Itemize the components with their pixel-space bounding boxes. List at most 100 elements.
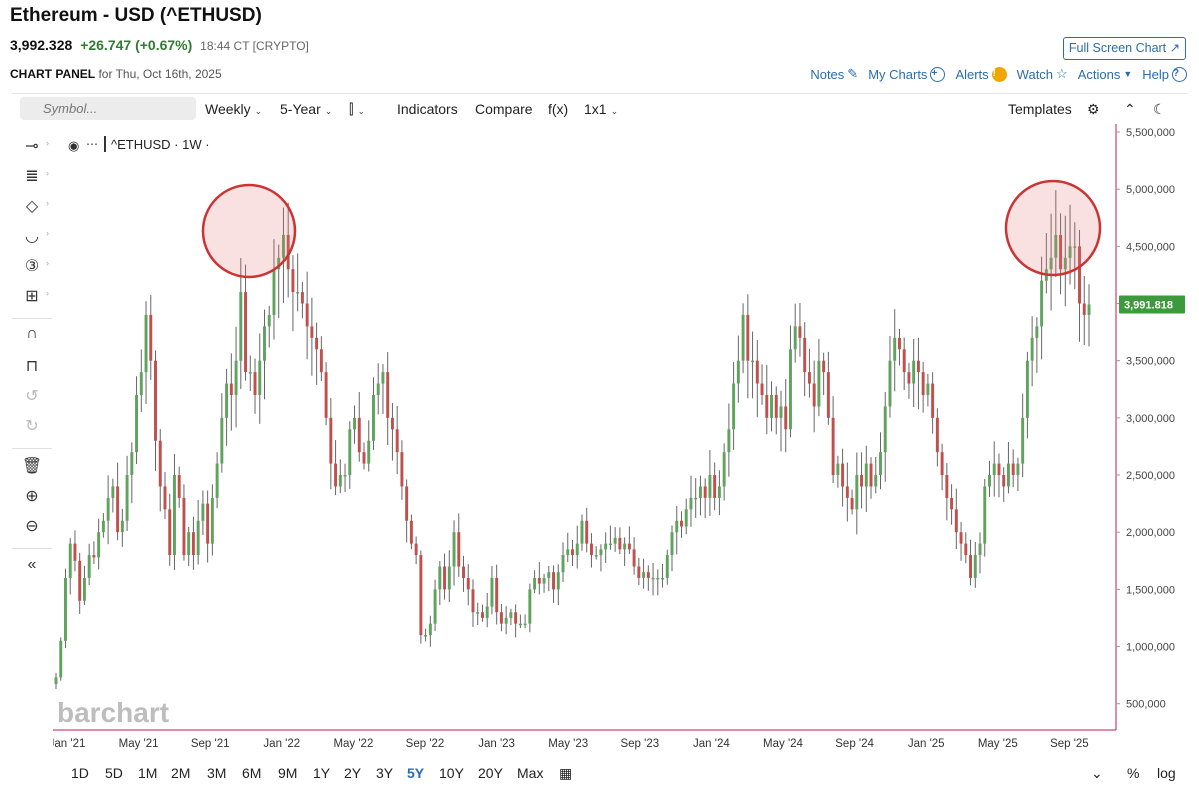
chart-toolbar: ⌕ Weekly⌄ 5-Year⌄ ⫿⌄ Indicators Compare … — [12, 93, 1187, 123]
candle-body — [177, 475, 181, 498]
price-chart[interactable]: 500,000 1,000,000 1,500,000 2,000,000 2,500,… — [53, 124, 1187, 758]
full-screen-chart-button[interactable]: Full Screen Chart ↗ — [1063, 37, 1186, 60]
candle-body — [457, 532, 461, 567]
unlock-icon[interactable]: ⊓ — [25, 358, 39, 375]
my-charts-button[interactable]: My Charts + — [868, 66, 946, 82]
range-1d[interactable]: 1D — [71, 765, 89, 781]
candle-body — [926, 383, 930, 395]
collapse-left-icon[interactable]: « — [27, 556, 37, 573]
log-toggle[interactable]: log — [1157, 765, 1176, 781]
candle-body — [680, 520, 683, 527]
layout-dropdown[interactable]: 1x1 ⌄ — [584, 101, 618, 117]
candle-body — [580, 520, 584, 544]
range-6m[interactable]: 6M — [242, 765, 262, 781]
range-3y[interactable]: 3Y — [376, 765, 394, 781]
range-2y[interactable]: 2Y — [344, 765, 362, 781]
candle-body — [907, 372, 911, 384]
more-icon[interactable]: ⋯ — [86, 137, 98, 151]
candle-body — [879, 452, 882, 476]
range-9m[interactable]: 9M — [278, 765, 298, 781]
expand-icon[interactable]: ⌄ — [1091, 765, 1103, 781]
candle-body — [803, 337, 807, 373]
y-tick-label: 1,000,000 — [1126, 642, 1175, 654]
counter-tool-icon[interactable]: ③ › — [24, 258, 49, 275]
candle-body — [841, 463, 845, 487]
candle-body — [286, 234, 290, 270]
candle-body — [608, 543, 612, 546]
zoom-in-icon[interactable]: ⊕ — [25, 488, 39, 505]
range-1m[interactable]: 1M — [138, 765, 158, 781]
candle-body — [229, 383, 233, 395]
divider — [12, 548, 52, 549]
range-label: 5-Year — [280, 101, 321, 117]
alert-icon: ! — [991, 66, 1007, 82]
undo-icon[interactable]: ↺ — [25, 388, 39, 405]
range-3m[interactable]: 3M — [207, 765, 227, 781]
function-button[interactable]: f(x) — [548, 101, 569, 117]
indicators-button[interactable]: Indicators — [397, 101, 458, 117]
watch-button[interactable]: Watch ☆ — [1017, 66, 1068, 82]
x-tick-label: Jan '21 — [53, 738, 85, 750]
range-dropdown[interactable]: 5-Year ⌄ — [280, 101, 332, 117]
candle-body — [523, 623, 527, 626]
redo-icon[interactable]: ↻ — [25, 418, 39, 435]
magnet-icon[interactable]: ∩ — [26, 325, 38, 342]
candle-body — [514, 612, 518, 624]
candle-body — [571, 549, 574, 556]
candle-body — [329, 417, 333, 464]
candle-body — [646, 572, 650, 578]
candle-body — [789, 349, 792, 430]
alerts-button[interactable]: Alerts! — [955, 66, 1007, 82]
help-label: Help — [1142, 66, 1169, 82]
collapse-icon[interactable]: ⌃ — [1124, 101, 1136, 117]
range-1y[interactable]: 1Y — [313, 765, 331, 781]
range-10y[interactable]: 10Y — [439, 765, 464, 781]
candle-body — [613, 537, 617, 544]
actions-menu[interactable]: Actions ▼ — [1078, 66, 1133, 82]
moon-icon[interactable]: ☾ — [1153, 101, 1166, 117]
curve-tool-icon[interactable]: ◡ › — [25, 228, 49, 245]
help-button[interactable]: Help? — [1142, 66, 1187, 82]
range-2m[interactable]: 2M — [171, 765, 191, 781]
range-5y[interactable]: 5Y — [407, 765, 425, 781]
notes-button[interactable]: Notes ✎ — [810, 66, 858, 82]
candle-body — [826, 372, 830, 418]
candle-body — [973, 555, 977, 578]
candle-body — [409, 520, 413, 544]
range-max[interactable]: Max — [517, 765, 544, 781]
gear-icon[interactable]: ⚙ — [1087, 101, 1100, 117]
templates-button[interactable]: Templates — [1008, 101, 1072, 117]
candle-body — [964, 543, 968, 556]
eye-icon[interactable]: ◉ — [68, 138, 79, 153]
candle-body — [111, 486, 115, 498]
range-5d[interactable]: 5D — [105, 765, 123, 781]
calendar-icon[interactable]: ▦ — [559, 765, 573, 781]
last-price-label: 3,991.818 — [1124, 299, 1173, 311]
candle-body — [670, 532, 674, 556]
candle-body — [528, 589, 532, 624]
candle-body — [480, 612, 484, 618]
candle-body — [191, 532, 195, 556]
measure-tool-icon[interactable]: ⊞ › — [25, 288, 49, 305]
line-tool-icon[interactable]: ⊸ › — [25, 138, 49, 155]
zoom-out-icon[interactable]: ⊖ — [25, 518, 39, 535]
trash-icon[interactable]: 🗑 — [21, 458, 43, 475]
candle-body — [935, 417, 939, 453]
candle-body — [428, 623, 432, 636]
compare-button[interactable]: Compare — [475, 101, 533, 117]
candle-body — [272, 269, 276, 315]
chart-type-dropdown[interactable]: ⫿ ⌄ — [349, 101, 365, 118]
candle-body — [760, 383, 764, 395]
percent-toggle[interactable]: % — [1127, 765, 1140, 781]
candle-body — [656, 577, 660, 580]
shape-tool-icon[interactable]: ◇ › — [25, 198, 49, 215]
fib-tool-icon[interactable]: ≣ › — [25, 168, 49, 185]
candle-body — [239, 292, 243, 361]
interval-label: Weekly — [205, 101, 251, 117]
candle-body — [703, 486, 707, 498]
chart-panel-label: CHART PANEL for Thu, Oct 16th, 2025 — [10, 67, 222, 81]
interval-dropdown[interactable]: Weekly ⌄ — [205, 101, 262, 117]
range-20y[interactable]: 20Y — [478, 765, 503, 781]
symbol-search-input[interactable] — [20, 97, 196, 120]
candle-body — [684, 509, 688, 527]
